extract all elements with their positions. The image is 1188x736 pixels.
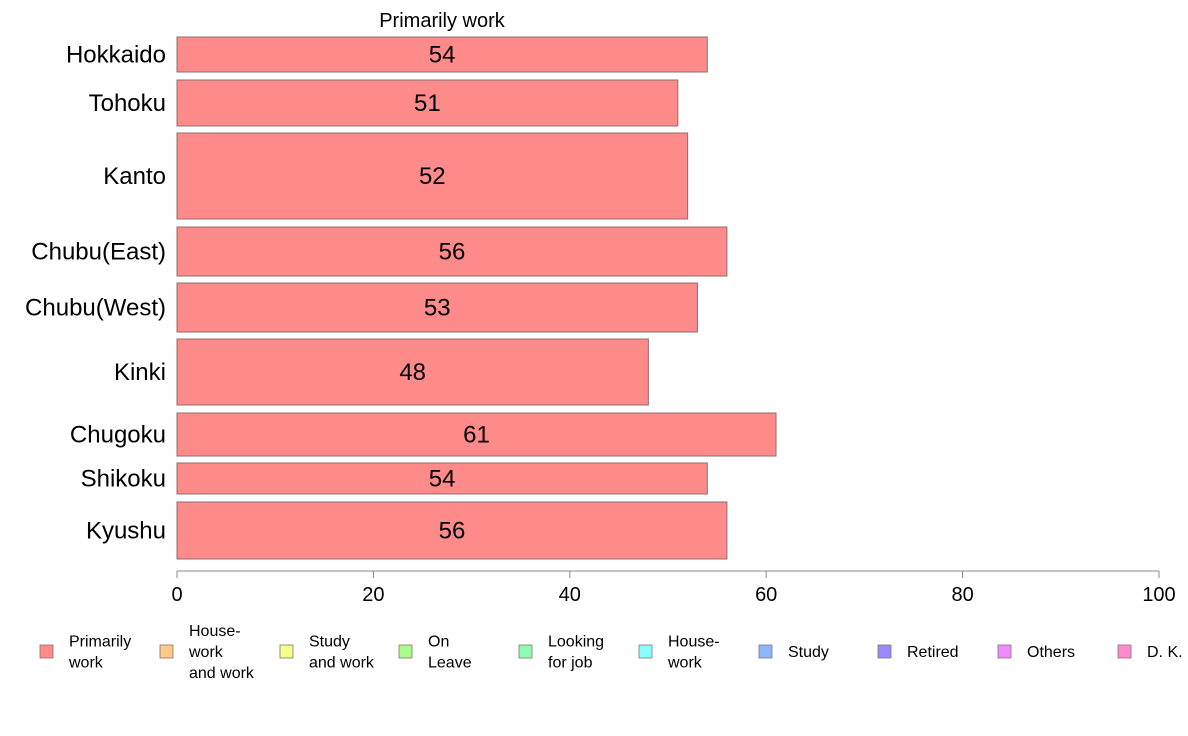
value-label-shikoku: 54 [429, 466, 456, 493]
bar-chubu-west [176, 282, 698, 333]
legend-swatch [39, 644, 54, 659]
x-axis: 0 20 40 60 80 100 [171, 570, 1176, 606]
legend-item-study: Study [758, 644, 829, 661]
value-label-chugoku: 61 [463, 422, 490, 449]
legend-label: Study [788, 644, 829, 661]
legend-swatch [518, 644, 533, 659]
legend-swatch [279, 644, 294, 659]
bar-group-chugoku: Chugoku 61 [70, 412, 777, 457]
legend-swatch [398, 644, 413, 659]
bar-group-hokkaido: Hokkaido 54 [66, 36, 708, 73]
value-label-kyushu: 56 [439, 518, 466, 545]
bar-kanto [176, 132, 689, 220]
bar-group-kanto: Kanto 52 [103, 132, 689, 220]
x-tick-label: 60 [755, 584, 777, 606]
x-tick-label: 80 [951, 584, 973, 606]
legend-label: D. K. [1147, 644, 1183, 661]
legend: Primarily work House-work and work Study and … [39, 623, 1183, 682]
bar-hokkaido [176, 36, 708, 73]
bar-kyushu [176, 501, 728, 560]
bar-group-kinki: Kinki 48 [114, 338, 649, 406]
bar-group-chubu-east: Chubu(East) 56 [31, 226, 728, 277]
legend-label: Primarily work [68, 634, 131, 672]
value-label-tohoku: 51 [414, 90, 441, 117]
bar-kinki [176, 338, 649, 406]
category-label-kinki: Kinki [114, 359, 166, 386]
legend-swatch [638, 644, 653, 659]
bar-chubu-east [176, 226, 728, 277]
value-label-chubu-east: 56 [439, 239, 466, 266]
bar-group-tohoku: Tohoku 51 [89, 79, 679, 127]
x-tick-label: 100 [1142, 584, 1175, 606]
x-tick-label: 0 [171, 584, 182, 606]
legend-item-looking-for-job: Looking for job [518, 634, 604, 672]
bar-shikoku [176, 462, 708, 495]
category-label-tohoku: Tohoku [89, 90, 166, 117]
legend-label: Looking for job [548, 634, 604, 672]
bar-group-chubu-west: Chubu(West) 53 [25, 282, 698, 333]
value-label-kanto: 52 [419, 163, 446, 190]
category-label-chubu-west: Chubu(West) [25, 295, 166, 322]
legend-item-on-leave: On Leave [398, 634, 472, 672]
legend-item-house-work: House-work [638, 634, 720, 672]
value-label-hokkaido: 54 [429, 42, 456, 69]
category-label-hokkaido: Hokkaido [66, 42, 166, 69]
bar-group-kyushu: Kyushu 56 [86, 501, 728, 560]
value-label-chubu-west: 53 [424, 295, 451, 322]
legend-swatch [1117, 644, 1132, 659]
legend-label: House-work and work [188, 623, 255, 682]
x-tick-label: 40 [559, 584, 581, 606]
legend-swatch [758, 644, 773, 659]
legend-label: On Leave [428, 634, 472, 672]
legend-item-others: Others [997, 644, 1075, 661]
legend-item-study-and-work: Study and work [279, 634, 375, 672]
bar-chugoku [176, 412, 777, 457]
bar-group-shikoku: Shikoku 54 [81, 462, 708, 495]
legend-item-house-work-and-work: House-work and work [159, 623, 255, 682]
category-label-chugoku: Chugoku [70, 422, 166, 449]
legend-swatch [877, 644, 892, 659]
legend-label: House-work [667, 634, 720, 672]
legend-label: Retired [907, 644, 959, 661]
legend-label: Others [1027, 644, 1075, 661]
category-label-kanto: Kanto [103, 163, 166, 190]
category-label-kyushu: Kyushu [86, 518, 166, 545]
x-tick-label: 20 [362, 584, 384, 606]
chart-title: Primarily work [379, 10, 506, 32]
value-label-kinki: 48 [399, 359, 426, 386]
legend-swatch [159, 644, 174, 659]
legend-item-d-k: D. K. [1117, 644, 1183, 661]
category-label-shikoku: Shikoku [81, 466, 166, 493]
bar-tohoku [176, 79, 679, 127]
legend-swatch [997, 644, 1012, 659]
legend-item-retired: Retired [877, 644, 959, 661]
category-label-chubu-east: Chubu(East) [31, 239, 166, 266]
legend-item-primarily-work: Primarily work [39, 634, 131, 672]
legend-label: Study and work [309, 634, 375, 672]
